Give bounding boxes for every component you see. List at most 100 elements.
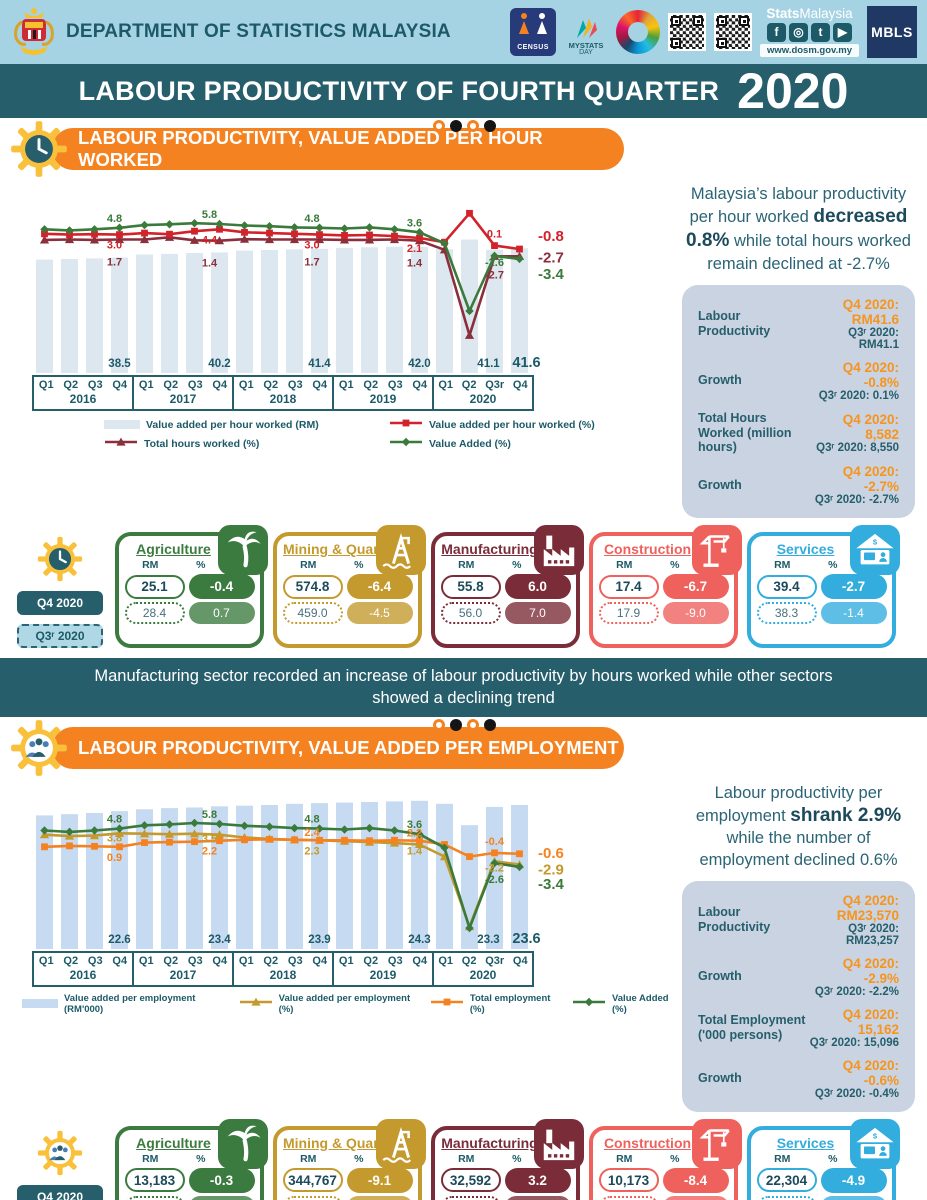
axis-quarter-label: Q2 <box>63 954 79 967</box>
svg-text:-2.6: -2.6 <box>485 257 504 269</box>
card-column-headers: RM% <box>757 1153 858 1165</box>
mbls-logo: MBLS <box>867 6 917 58</box>
legend-label: Total employment (%) <box>469 992 551 1015</box>
axis-year-group: Q1 Q2 Q3 Q4 2018 <box>232 377 332 409</box>
stat-q4-value: Q4 2020: 15,162 <box>842 1006 899 1037</box>
chart2-legend: Value added per employment (RM'000) Value… <box>22 993 682 1015</box>
rm-header: RM <box>142 1152 159 1165</box>
axis-year-group: Q1 Q2 Q3r Q4 2020 <box>432 952 532 985</box>
stat-values: Q4 2020: 15,162 Q3ʳ 2020: 15,096 <box>806 1007 903 1049</box>
svg-text:38.5: 38.5 <box>108 358 131 370</box>
svg-text:1.7: 1.7 <box>304 257 319 269</box>
website-link[interactable]: www.dosm.gov.my <box>760 43 859 57</box>
legend-line-swatch <box>389 436 423 451</box>
pct-header: % <box>512 559 522 572</box>
q3-rm-value: 459.0 <box>282 602 343 625</box>
malaysia-crest-icon <box>14 8 54 55</box>
q4-pct-value: -4.9 <box>820 1167 887 1193</box>
card-column-headers: RM% <box>283 559 384 571</box>
q3-value-row: 38.3 -1.4 <box>755 602 888 625</box>
q4-2020-tag: Q4 2020 <box>17 1184 103 1200</box>
axis-quarter-label: Q3 <box>87 379 103 391</box>
facebook-icon[interactable]: f <box>767 22 786 42</box>
pct-header: % <box>828 559 838 572</box>
q4-pct-value: -6.4 <box>346 574 413 600</box>
stat-label: Growth <box>698 373 742 388</box>
q3-rm-value: 28.4 <box>124 602 185 625</box>
svg-text:-2.7: -2.7 <box>538 249 564 266</box>
svg-text:42.0: 42.0 <box>408 358 430 370</box>
q3-value-row: 10,583-10.2 <box>597 1195 730 1200</box>
pct-header: % <box>196 1152 206 1165</box>
axis-quarter-label: Q1 <box>138 954 154 967</box>
axis-quarter-label: Q3 <box>87 954 103 967</box>
svg-text:3.0: 3.0 <box>304 240 319 252</box>
svg-text:-0.4: -0.4 <box>485 836 505 848</box>
oil-rig-icon <box>376 525 426 576</box>
q4-value-row: 10,173 -8.4 <box>597 1167 730 1193</box>
svg-text:23.6: 23.6 <box>512 931 540 947</box>
stats-malaysia-brand: StatsMalaysia <box>766 6 853 22</box>
stat-q3-value: Q3ʳ 2020: RM23,257 <box>845 922 899 947</box>
top-bar: DEPARTMENT OF STATISTICS MALAYSIA CENSUS… <box>0 0 927 64</box>
q3-pct-value: -10.2 <box>662 1195 729 1200</box>
axis-quarter-label: Q2 <box>363 379 379 391</box>
sector-name: Services <box>776 1134 835 1151</box>
page-title: LABOUR PRODUCTIVITY OF FOURTH QUARTER <box>78 75 720 106</box>
sector-name: Construction <box>603 1134 692 1151</box>
svg-text:-3.4: -3.4 <box>538 876 565 893</box>
axis-quarter-label: Q4 <box>512 954 528 967</box>
svg-text:0.1: 0.1 <box>487 229 502 241</box>
pct-header: % <box>828 1152 838 1165</box>
q4-value-row: 17.4 -6.7 <box>597 574 730 600</box>
instagram-icon[interactable]: ◎ <box>789 22 808 42</box>
q4-value-row: 13,183 -0.3 <box>123 1167 256 1193</box>
youtube-icon[interactable]: ▶ <box>833 22 852 42</box>
stat-label: Labour Productivity <box>698 904 771 934</box>
stat-q3-value: Q3ʳ 2020: -2.7% <box>814 494 899 507</box>
axis-quarter-label: Q4 <box>412 379 428 391</box>
axis-year-label: 2018 <box>269 392 297 406</box>
dept-name: DEPARTMENT OF STATISTICS MALAYSIA <box>66 21 451 42</box>
stat-row: Total Hours Worked (million hours) Q4 202… <box>698 411 903 455</box>
axis-year-label: 2020 <box>469 392 497 406</box>
q4-rm-value: 25.1 <box>124 574 185 599</box>
axis-quarter-label: Q3 <box>387 954 403 967</box>
axis-year-label: 2019 <box>369 967 397 982</box>
card-column-headers: RM% <box>125 559 226 571</box>
twitter-icon[interactable]: t <box>811 22 830 42</box>
q3-pct-value: -4.5 <box>346 602 413 625</box>
pct-header: % <box>354 559 364 572</box>
stat-row: Growth Q4 2020: -0.8% Q3ʳ 2020: 0.1% <box>698 360 903 402</box>
q4-2020-tag: Q4 2020 <box>17 591 103 616</box>
stat-label: Labour Productivity <box>698 309 771 338</box>
svg-text:41.1: 41.1 <box>477 358 500 370</box>
gear-people-icon <box>10 719 68 777</box>
axis-quarter-label: Q3 <box>287 379 303 391</box>
stat-q3-value: Q3ʳ 2020: 0.1% <box>818 389 899 402</box>
q3-pct-value: -4.6 <box>346 1195 413 1200</box>
rm-header: RM <box>774 559 791 572</box>
divider-note-1: Manufacturing sector recorded an increas… <box>0 658 927 717</box>
axis-quarter-label: Q1 <box>338 379 354 391</box>
q4-value-row: 574.8 -6.4 <box>281 574 414 600</box>
q3-pct-value: -1.4 <box>820 602 887 625</box>
svg-text:-2.6: -2.6 <box>485 874 504 886</box>
svg-text:3.0: 3.0 <box>107 240 122 252</box>
oil-rig-icon <box>376 1118 426 1169</box>
data-labels: 4.8 3.0 1.7 5.8 4.4 1.4 4.8 3.0 1.7 3.6 2.1 1.4 0.1 -… <box>107 209 565 283</box>
q4-value-row: 22,304 -4.9 <box>755 1167 888 1193</box>
axis-quarter-label: Q1 <box>338 954 354 967</box>
legend-item: Total hours worked (%) <box>104 436 389 451</box>
sector-name: Manufacturing <box>441 1134 538 1151</box>
svg-text:3.5: 3.5 <box>202 834 217 846</box>
q3-pct-value: 0.3 <box>188 1195 255 1200</box>
axis-year-group: Q1 Q2 Q3r Q4 2020 <box>432 377 532 409</box>
q4-value-row: 32,592 3.2 <box>439 1167 572 1193</box>
q4-pct-value: -6.7 <box>662 574 729 600</box>
qr-code-icon <box>668 13 706 51</box>
axis-year-label: 2016 <box>69 392 97 406</box>
legend-item: Total employment (%) <box>430 993 563 1015</box>
